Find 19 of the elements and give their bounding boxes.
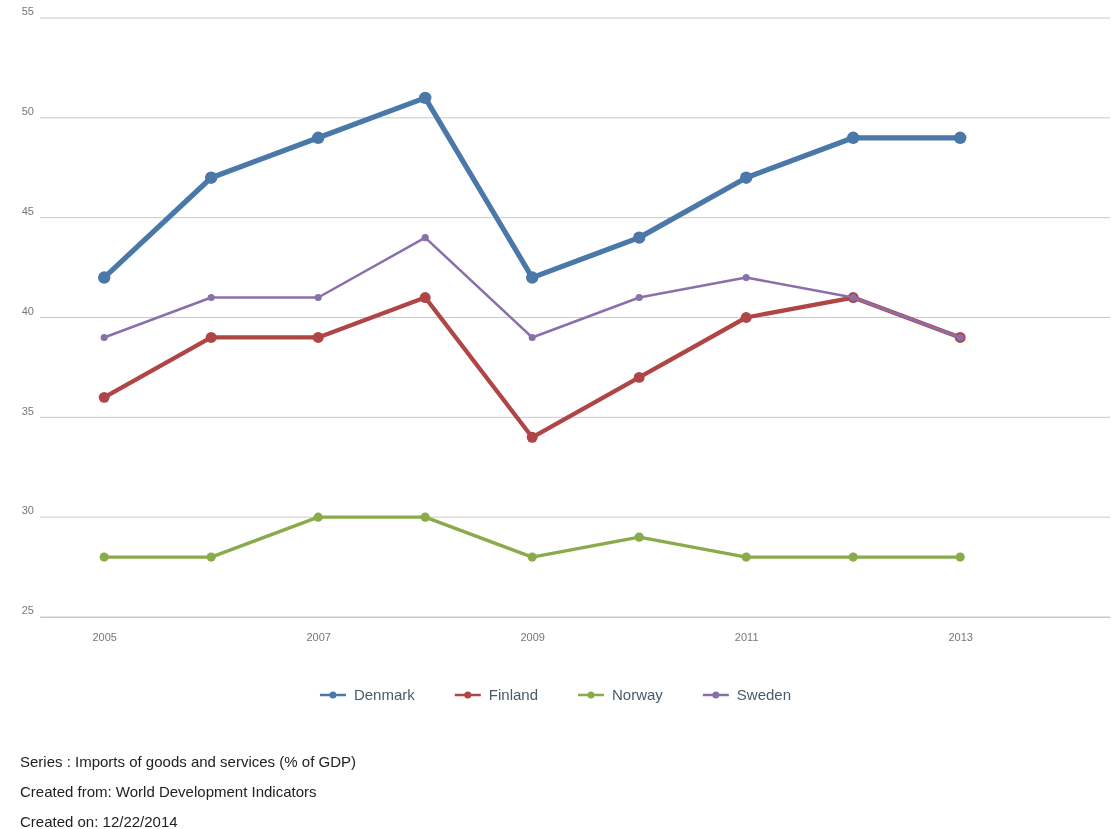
x-tick-label: 2007: [306, 630, 331, 643]
x-tick-label: 2005: [92, 630, 117, 643]
x-tick-label: 2009: [520, 630, 545, 643]
y-tick-label: 40: [21, 304, 34, 317]
y-tick-label: 45: [21, 204, 34, 217]
legend-label: Sweden: [736, 686, 792, 704]
y-tick-label: 30: [21, 504, 34, 517]
text: Series : Imports of goods and services (% of GDP): [20, 753, 356, 770]
x-tick-label: 2011: [734, 630, 759, 643]
x-tick-label: 2013: [948, 630, 973, 643]
text: Created on: 12/22/2014: [20, 813, 178, 829]
y-tick-label: 50: [21, 105, 34, 118]
y-tick-label: 25: [21, 604, 34, 617]
y-tick-label: 55: [21, 5, 34, 18]
legend-label: Norway: [611, 686, 664, 704]
y-tick-label: 35: [21, 404, 34, 417]
text: Created from: World Development Indicators: [20, 783, 317, 800]
legend-label: Denmark: [353, 686, 416, 704]
legend-label: Finland: [488, 686, 538, 704]
